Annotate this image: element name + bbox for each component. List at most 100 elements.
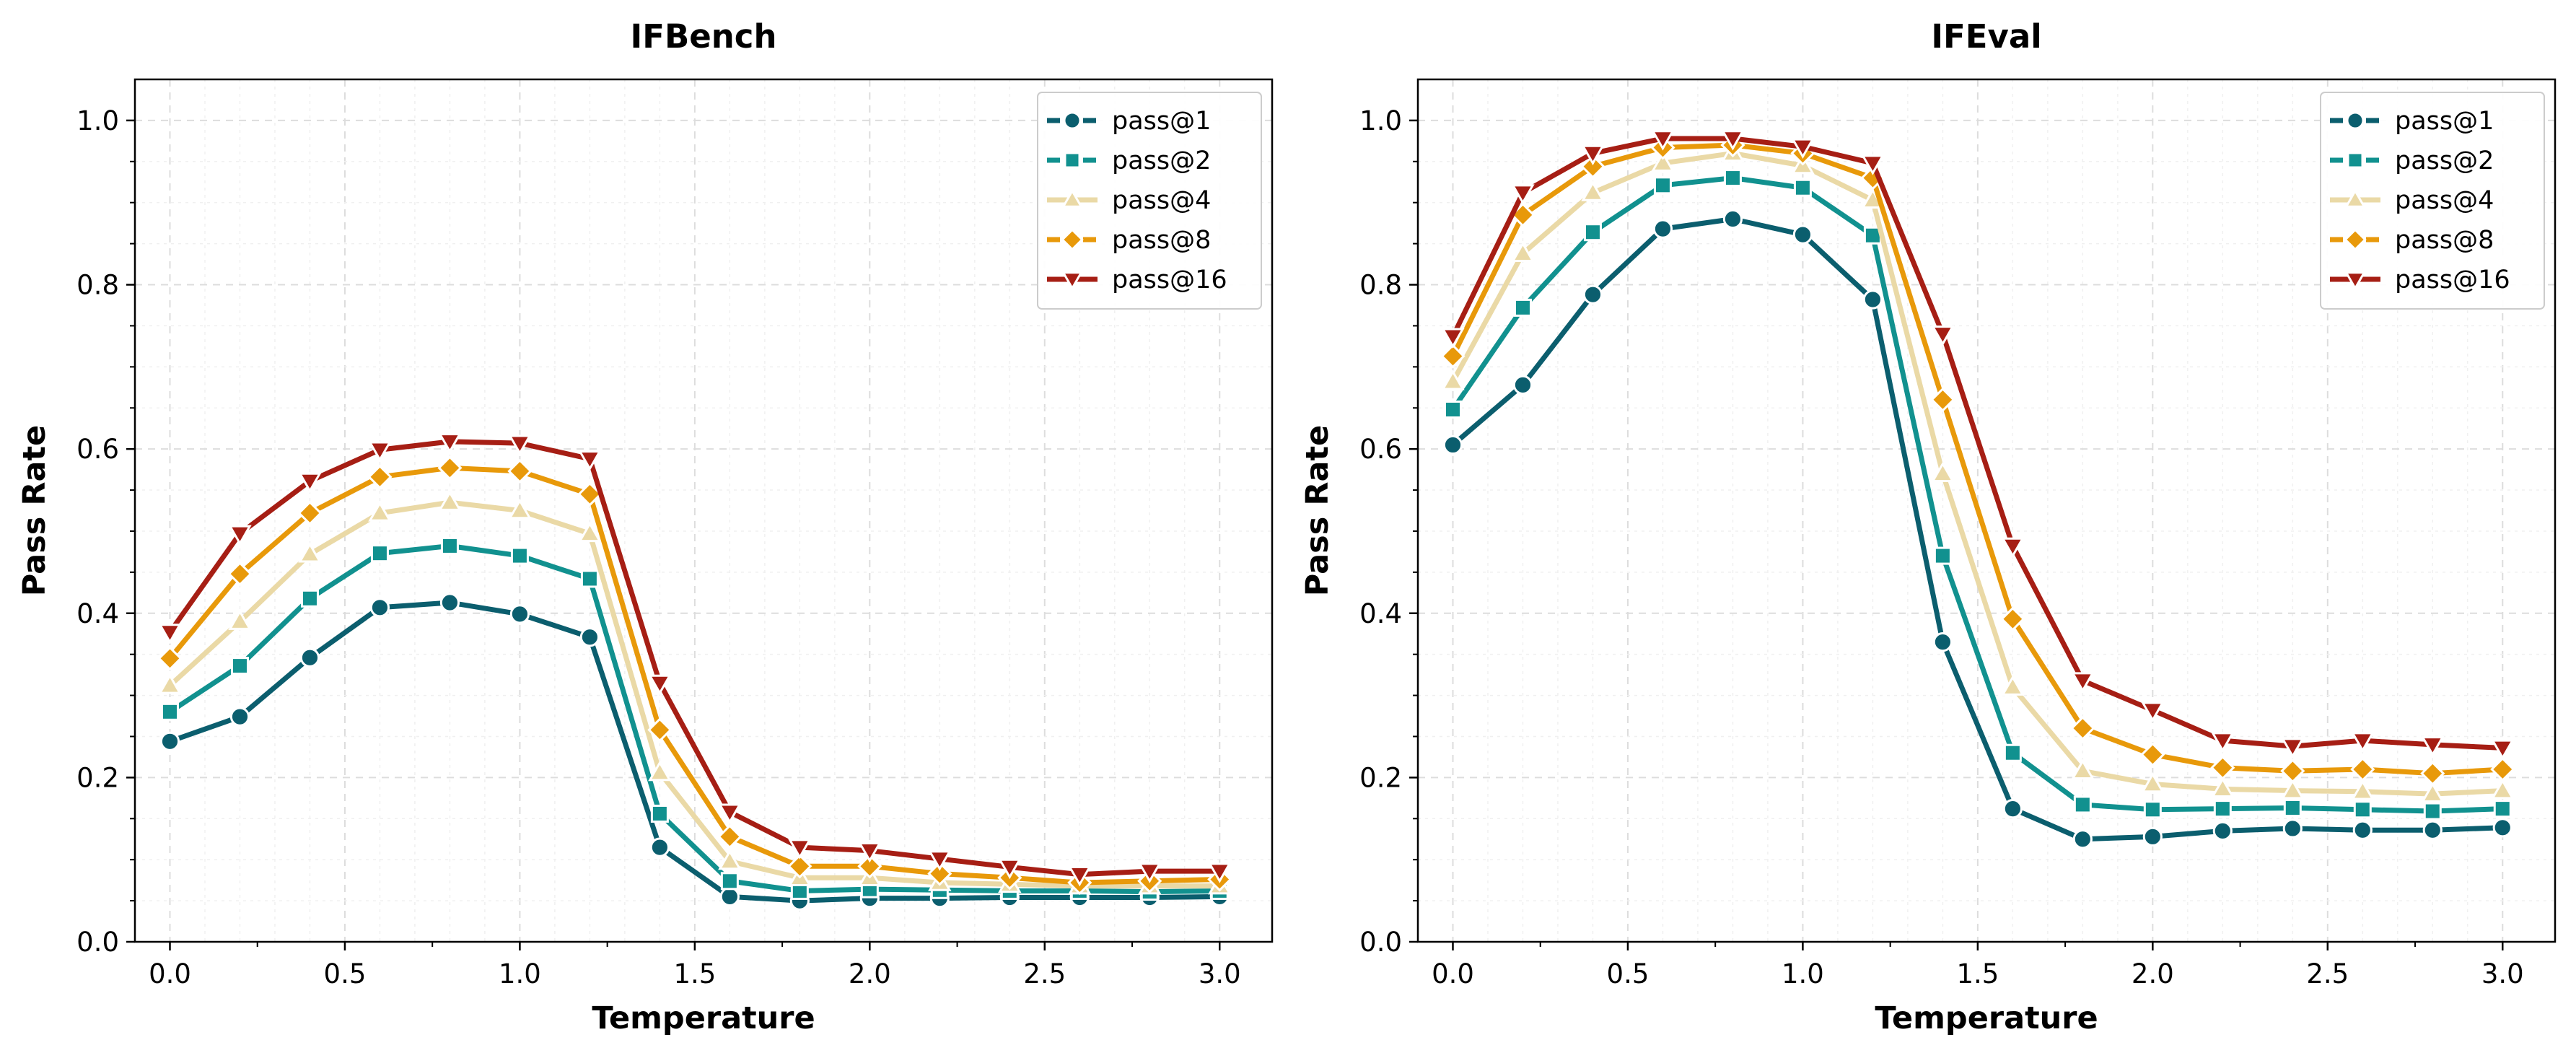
legend-marker-pass-at-1 <box>1063 111 1082 130</box>
data-point-pass-at-2 <box>2003 743 2022 762</box>
data-point-pass-at-2 <box>1443 401 1462 419</box>
data-point-pass-at-2 <box>1513 298 1532 317</box>
series-group <box>1440 130 2515 849</box>
x-tick-label: 1.0 <box>1782 958 1824 989</box>
y-tick-label: 0.0 <box>1359 927 1402 958</box>
series-line-pass-at-2 <box>167 543 1222 895</box>
plot-frame <box>133 78 1274 943</box>
data-point-pass-at-8 <box>2420 761 2445 786</box>
y-tick-label: 0.4 <box>1359 598 1402 629</box>
data-point-pass-at-2 <box>300 589 319 608</box>
data-point-pass-at-2 <box>440 536 459 555</box>
x-tick-label: 3.0 <box>1199 958 1241 989</box>
data-point-pass-at-16 <box>928 850 952 871</box>
data-point-pass-at-1 <box>2072 829 2093 849</box>
data-point-pass-at-16 <box>1068 865 1092 887</box>
data-point-pass-at-1 <box>439 593 460 613</box>
data-point-pass-at-8 <box>717 824 742 849</box>
x-tick-label: 0.0 <box>1432 958 1474 989</box>
legend-label-pass-at-2: pass@2 <box>1112 147 1211 175</box>
y-tick-label: 0.2 <box>76 762 119 793</box>
data-point-pass-at-4 <box>2141 771 2165 793</box>
legend-label-pass-at-4: pass@4 <box>2395 186 2494 215</box>
x-tick-label: 1.5 <box>673 958 716 989</box>
data-point-pass-at-8 <box>1440 344 1466 369</box>
data-point-pass-at-8 <box>2070 716 2095 741</box>
data-point-pass-at-8 <box>577 481 603 507</box>
data-point-pass-at-2 <box>1723 169 1742 188</box>
data-point-pass-at-1 <box>2002 799 2023 819</box>
series-line-pass-at-16 <box>167 439 1222 878</box>
data-point-pass-at-16 <box>998 858 1022 880</box>
data-point-pass-at-1 <box>2282 818 2303 839</box>
data-point-pass-at-8 <box>2140 742 2165 767</box>
chart-ifeval: 0.0 0.5 1.0 1.5 2.0 2.5 3.0 0.0 0.2 0.4 0.6 0.8 1.0 I… <box>1300 17 2557 1036</box>
y-tick-label: 0.8 <box>1359 270 1402 301</box>
data-point-pass-at-1 <box>2352 820 2373 840</box>
data-point-pass-at-16 <box>1208 862 1232 883</box>
data-point-pass-at-8 <box>2000 606 2025 631</box>
legend-label-pass-at-8: pass@8 <box>1112 226 1211 255</box>
data-point-pass-at-8 <box>1930 387 1955 412</box>
data-point-pass-at-2 <box>2493 800 2512 818</box>
data-point-pass-at-1 <box>1442 434 1463 455</box>
data-point-pass-at-4 <box>2351 779 2375 800</box>
legend-marker-pass-at-4 <box>1061 188 1083 208</box>
data-point-pass-at-1 <box>369 598 390 618</box>
data-point-pass-at-8 <box>787 854 812 879</box>
data-point-pass-at-16 <box>298 472 322 494</box>
legend-label-pass-at-1: pass@1 <box>1112 107 1211 136</box>
y-tick-label: 1.0 <box>76 105 119 136</box>
data-point-pass-at-2 <box>2283 798 2302 817</box>
data-point-pass-at-1 <box>1582 284 1603 305</box>
data-point-pass-at-4 <box>368 501 392 522</box>
data-point-pass-at-8 <box>2280 758 2305 784</box>
data-point-pass-at-8 <box>647 717 673 743</box>
data-point-pass-at-4 <box>1931 461 1955 483</box>
x-tick-label: 1.5 <box>1956 958 1999 989</box>
data-point-pass-at-4 <box>1651 151 1675 172</box>
x-tick-label: 0.0 <box>149 958 191 989</box>
data-point-pass-at-16 <box>2421 736 2445 757</box>
data-point-pass-at-2 <box>720 872 739 891</box>
data-point-pass-at-16 <box>858 841 882 863</box>
data-point-pass-at-2 <box>370 544 389 563</box>
grid <box>1418 79 2555 942</box>
x-tick-label: 1.0 <box>499 958 541 989</box>
data-point-pass-at-16 <box>2141 701 2165 722</box>
x-axis-title: Temperature <box>592 1000 815 1036</box>
legend-marker-pass-at-4 <box>2344 188 2366 208</box>
data-point-pass-at-16 <box>1441 328 1465 349</box>
chart-title: IFBench <box>630 17 776 56</box>
data-point-pass-at-16 <box>788 839 812 860</box>
x-tick-label: 2.0 <box>2132 958 2174 989</box>
legend-marker-pass-at-2 <box>2347 152 2364 169</box>
series-line-pass-at-1 <box>167 600 1222 904</box>
data-point-pass-at-1 <box>1792 224 1813 245</box>
series-line-pass-at-1 <box>1450 216 2505 842</box>
data-point-pass-at-1 <box>1512 375 1533 395</box>
data-point-pass-at-4 <box>2071 758 2095 780</box>
data-point-pass-at-2 <box>1583 223 1602 242</box>
data-point-pass-at-4 <box>158 673 182 694</box>
data-point-pass-at-16 <box>2071 672 2095 693</box>
legend-label-pass-at-1: pass@1 <box>2395 107 2494 136</box>
data-point-pass-at-4 <box>1581 180 1605 201</box>
x-tick-label: 2.5 <box>2306 958 2349 989</box>
data-point-pass-at-8 <box>2490 756 2515 782</box>
x-tick-label: 2.5 <box>1023 958 1066 989</box>
chart-title: IFEval <box>1931 17 2041 56</box>
series-line-pass-at-2 <box>1450 175 2505 814</box>
series-line-pass-at-16 <box>1450 136 2505 751</box>
data-point-pass-at-16 <box>158 624 182 644</box>
data-point-pass-at-2 <box>2353 800 2372 819</box>
data-point-pass-at-16 <box>2491 739 2515 761</box>
y-tick-label: 0.4 <box>76 598 119 629</box>
data-point-pass-at-16 <box>1581 144 1605 166</box>
data-point-pass-at-1 <box>1932 631 1953 652</box>
data-point-pass-at-4 <box>2421 782 2445 803</box>
data-point-pass-at-4 <box>298 542 322 563</box>
x-tick-label: 0.5 <box>324 958 367 989</box>
data-point-pass-at-16 <box>2001 537 2025 559</box>
